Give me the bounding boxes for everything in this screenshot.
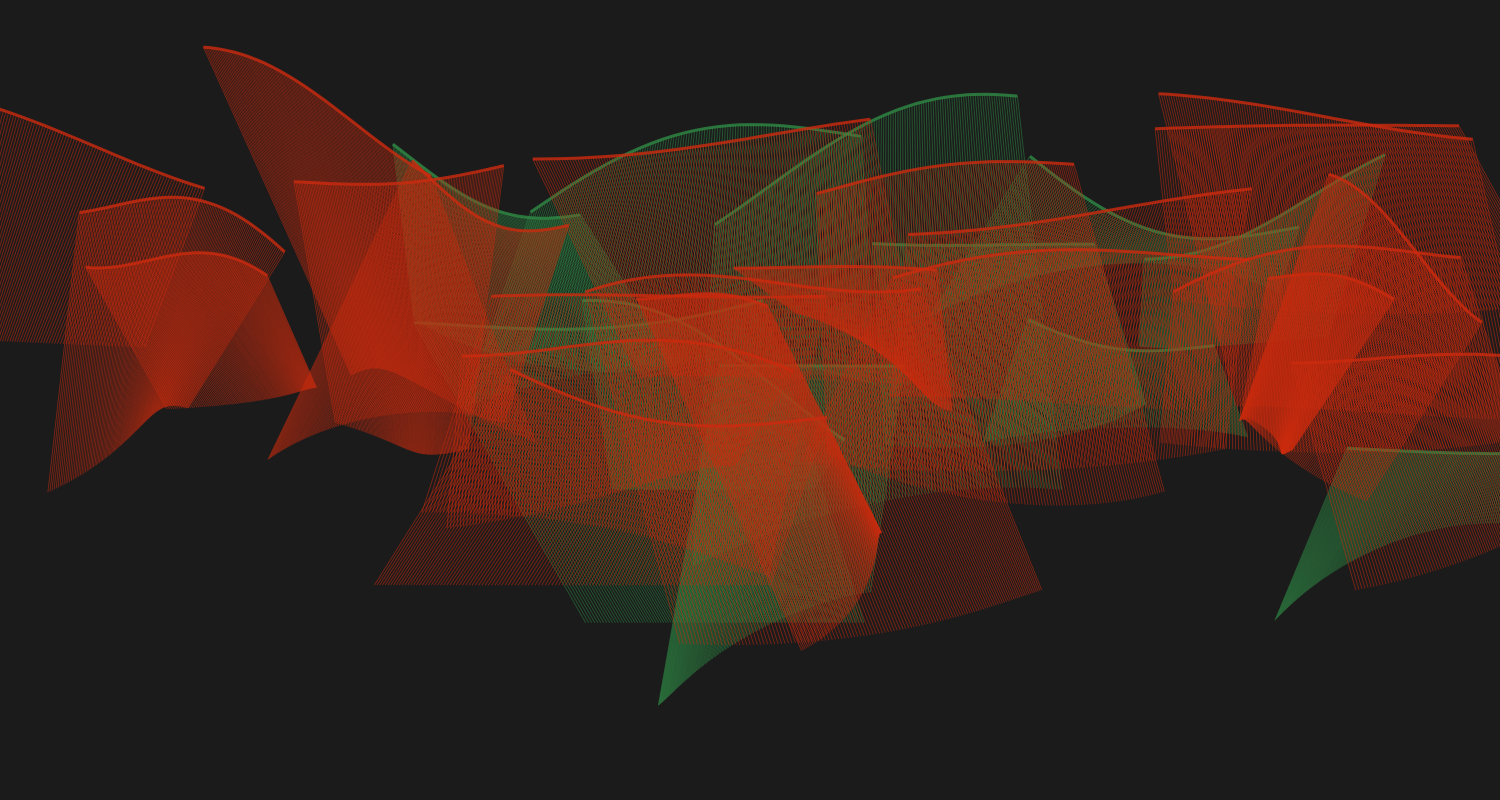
ribbon-edge (907, 187, 1252, 236)
ribbon (374, 368, 828, 586)
ribbon (1274, 446, 1500, 621)
ribbon-edge (637, 292, 769, 308)
ribbon-edge (532, 117, 871, 161)
ribbon-edge (0, 107, 205, 190)
ribbon-edge (509, 368, 828, 428)
ribbon (293, 164, 505, 455)
ribbon (1160, 244, 1500, 453)
ribbon (47, 195, 286, 493)
ribbon-edge (892, 248, 1250, 280)
ribbon-edge (1158, 92, 1473, 141)
ribbon-edge (293, 164, 505, 186)
ribbon (800, 248, 1250, 472)
ribbon-edge (1172, 244, 1461, 294)
red-ribbon-layer (0, 45, 1500, 651)
ribbon-edge (733, 265, 938, 272)
ribbon-edge (714, 92, 1018, 226)
ribbon-edge (79, 195, 286, 254)
ribbon-edge (816, 160, 1075, 196)
ribbon-edge (203, 45, 432, 178)
